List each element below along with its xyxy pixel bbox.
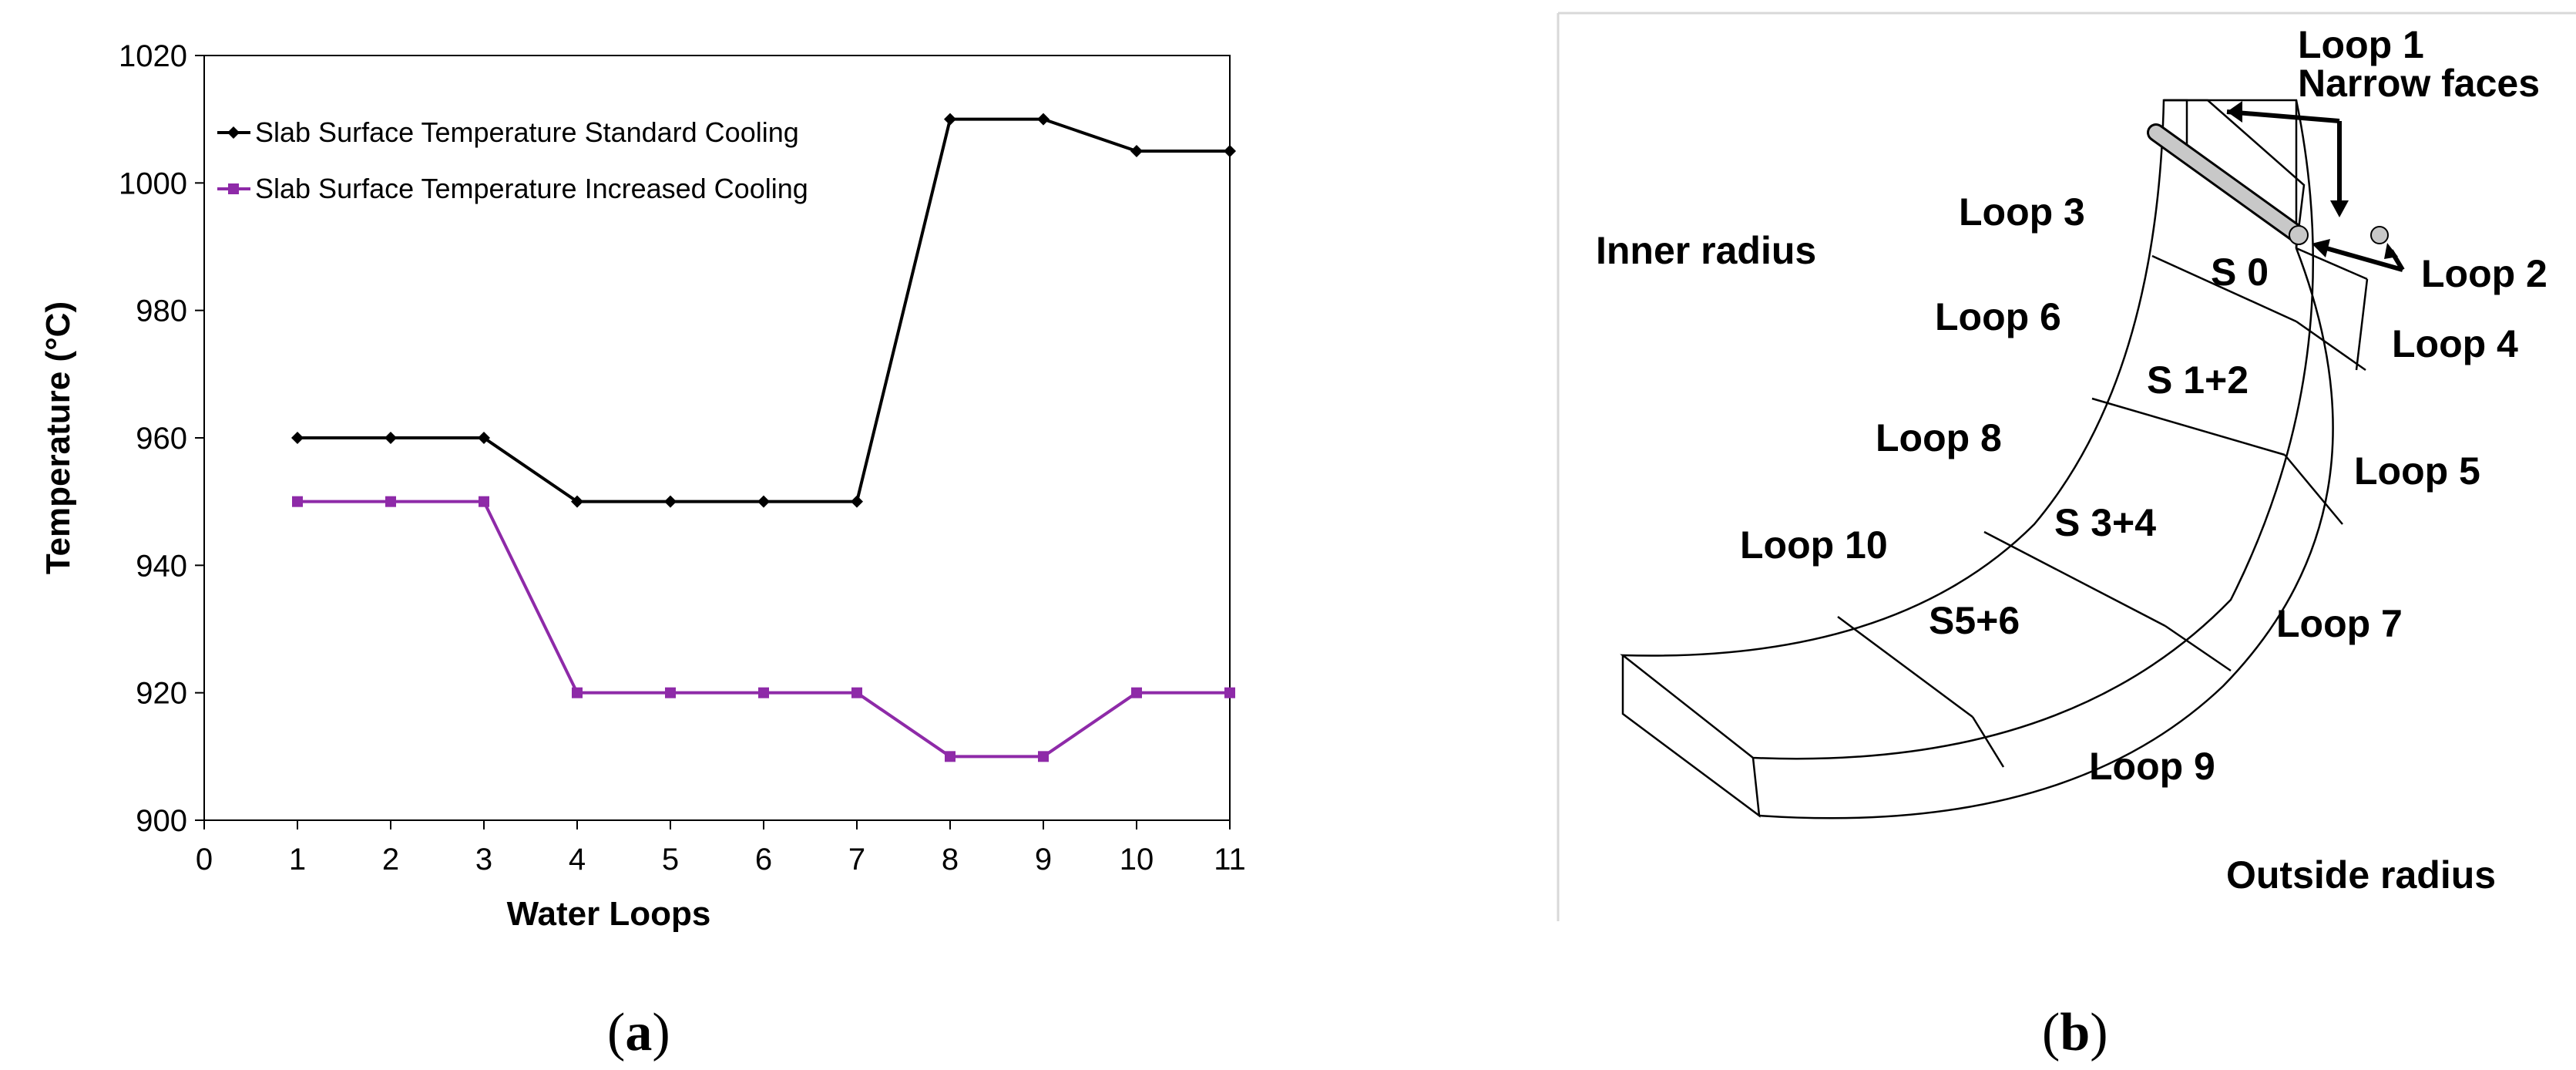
data-point [757, 495, 770, 508]
loop-7-label: Loop 7 [2276, 602, 2403, 645]
segment-s34-label: S 3+4 [2054, 501, 2156, 544]
x-tick-label: 2 [382, 843, 399, 877]
legend-marker-standard [227, 126, 240, 139]
narrow-faces-label: Narrow faces [2298, 62, 2540, 105]
data-point [479, 496, 489, 507]
cooling-pipe [2147, 123, 2389, 245]
loop-8-label: Loop 8 [1876, 416, 2002, 459]
data-point [945, 751, 956, 762]
y-tick-label: 920 [136, 677, 187, 711]
x-axis-title: Water Loops [507, 895, 711, 933]
legend-label-standard: Slab Surface Temperature Standard Coolin… [255, 116, 799, 148]
loop-9-label: Loop 9 [2089, 745, 2215, 788]
x-tick-label: 1 [289, 843, 306, 877]
loop-2-label: Loop 2 [2421, 252, 2547, 295]
y-axis-title: Temperature (°C) [39, 301, 77, 574]
x-tick-label: 11 [1214, 843, 1246, 877]
data-point [851, 495, 863, 508]
data-point [665, 687, 676, 698]
x-tick-label: 0 [196, 843, 213, 877]
loop-1-label: Loop 1 [2298, 23, 2424, 66]
data-point [1224, 687, 1235, 698]
segment-s12-label: S 1+2 [2147, 358, 2249, 402]
data-point [385, 432, 397, 444]
legend-marker-increased [228, 183, 239, 194]
y-tick-label: 940 [136, 549, 187, 583]
data-point [1224, 145, 1236, 157]
y-tick-label: 1020 [119, 39, 187, 73]
y-tick-label: 900 [136, 804, 187, 838]
data-point [292, 496, 303, 507]
loop-6-label: Loop 6 [1935, 295, 2061, 338]
data-point [944, 113, 956, 126]
y-tick-label: 960 [136, 422, 187, 456]
data-point [1037, 113, 1050, 126]
data-point [1130, 145, 1143, 157]
segment-s56-label: S5+6 [1929, 599, 2020, 642]
x-tick-label: 8 [942, 843, 959, 877]
data-point [571, 495, 583, 508]
series-layer [291, 113, 1236, 762]
data-point [1131, 687, 1142, 698]
y-tick-label: 980 [136, 294, 187, 328]
legend-label-increased: Slab Surface Temperature Increased Cooli… [255, 173, 808, 204]
data-point [664, 495, 677, 508]
x-tick-label: 4 [569, 843, 586, 877]
loop-4-label: Loop 4 [2392, 322, 2518, 365]
narrow-faces-arrows [2226, 101, 2405, 272]
mould-cooling-diagram: Inner radius Outside radius Narrow faces… [1557, 12, 2576, 921]
outside-radius-label: Outside radius [2226, 853, 2496, 897]
line-chart: 900 920 940 960 980 1000 1020 0 1 2 3 4 5 6 7 8 9 10 11 W… [39, 39, 1246, 933]
series-0 [291, 113, 1236, 508]
x-tick-label: 5 [662, 843, 679, 877]
loop-10-label: Loop 10 [1740, 523, 1888, 567]
data-point [478, 432, 490, 444]
loop-3-label: Loop 3 [1959, 190, 2085, 234]
panel-b-label: (b) [2042, 1003, 2108, 1062]
loop-5-label: Loop 5 [2354, 449, 2480, 493]
y-tick-label: 1000 [119, 167, 187, 200]
x-tick-label: 9 [1035, 843, 1052, 877]
data-point [758, 687, 769, 698]
series-1 [292, 496, 1235, 762]
inner-radius-label: Inner radius [1596, 229, 1816, 272]
series-line [297, 500, 1230, 759]
data-point [291, 432, 304, 444]
data-point [1038, 751, 1049, 762]
x-tick-label: 3 [475, 843, 492, 877]
x-tick-label: 7 [848, 843, 865, 877]
x-tick-label: 6 [755, 843, 772, 877]
curved-slab-outline [1620, 99, 2369, 819]
data-point [572, 687, 583, 698]
x-tick-label: 10 [1120, 843, 1154, 877]
y-axis-ticks: 900 920 940 960 980 1000 1020 [119, 39, 204, 838]
data-point [851, 687, 862, 698]
legend: Slab Surface Temperature Standard Coolin… [217, 116, 808, 204]
panel-a-label: (a) [607, 1003, 670, 1062]
data-point [385, 496, 396, 507]
segment-s0-label: S 0 [2211, 251, 2269, 294]
x-axis-ticks: 0 1 2 3 4 5 6 7 8 9 10 11 [196, 820, 1246, 877]
